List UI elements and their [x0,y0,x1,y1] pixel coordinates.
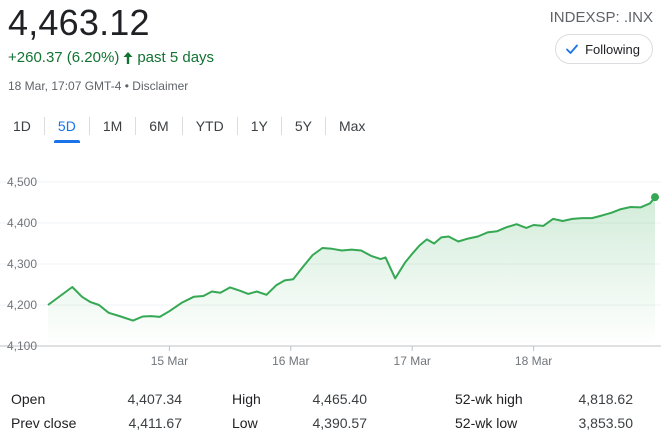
tab-ytd[interactable]: YTD [195,118,224,134]
x-tick-label: 15 Mar [151,354,188,368]
meta-separator: • [124,79,129,93]
y-tick-label: 4,100 [7,339,37,353]
x-tick-label: 18 Mar [515,354,552,368]
price-change: +260.37 (6.20%) past 5 days [8,49,214,66]
disclaimer-link[interactable]: Disclaimer [132,79,189,93]
open-label: Open [11,391,46,407]
open-value: 4,407.34 [127,391,183,407]
ticker-symbol: INDEXSP: .INX [549,9,653,26]
y-tick-label: 4,500 [7,175,37,189]
52wk-low-label: 52-wk low [455,415,518,431]
tab-divider [280,117,282,135]
quote-timestamp: 18 Mar, 17:07 GMT-4 [8,79,122,93]
y-tick-label: 4,200 [7,298,37,312]
tab-6m[interactable]: 6M [149,118,169,134]
tab-1m[interactable]: 1M [102,118,123,134]
price-area-fill [48,197,655,346]
tab-divider [43,117,45,135]
arrow-up-icon [123,51,133,64]
low-value: 4,390.57 [312,415,368,431]
tab-divider [324,117,326,135]
tab-divider [181,117,183,135]
y-tick-label: 4,400 [7,216,37,230]
change-period: past 5 days [137,49,215,66]
time-range-tabs: 1D 5D 1M 6M YTD 1Y 5Y Max [0,112,378,143]
check-icon [566,44,578,54]
prev-close-label: Prev close [11,415,77,431]
52wk-low-value: 3,853.50 [578,415,634,431]
tab-5d[interactable]: 5D [45,112,89,143]
tab-1d[interactable]: 1D [13,118,31,134]
x-tick-label: 17 Mar [394,354,431,368]
following-button[interactable]: Following [555,34,653,64]
low-label: Low [232,415,258,431]
prev-close-value: 4,411.67 [128,415,182,431]
price-line [47,196,656,322]
x-tick-label: 16 Mar [272,354,309,368]
y-tick-label: 4,300 [7,257,37,271]
high-label: High [232,391,261,407]
price-chart[interactable]: 4,100 4,200 4,300 4,400 4,500 15 Mar 16 Mar 17… [0,160,661,372]
quote-meta: 18 Mar, 17:07 GMT-4 • Disclaimer [8,79,188,93]
current-price-dot [651,193,659,202]
52wk-high-label: 52-wk high [455,391,523,407]
tab-divider [135,117,137,135]
following-label: Following [585,41,640,57]
tab-divider [236,117,238,135]
tab-5y[interactable]: 5Y [294,118,312,134]
change-value: +260.37 (6.20%) [8,49,120,66]
52wk-high-value: 4,818.62 [578,391,634,407]
tab-max[interactable]: Max [338,118,366,134]
tab-1y[interactable]: 1Y [250,118,268,134]
high-value: 4,465.40 [312,391,368,407]
current-price: 4,463.12 [8,2,150,43]
key-stats: Open 4,407.34 High 4,465.40 52-wk high 4… [0,386,661,433]
tab-divider [88,117,90,135]
